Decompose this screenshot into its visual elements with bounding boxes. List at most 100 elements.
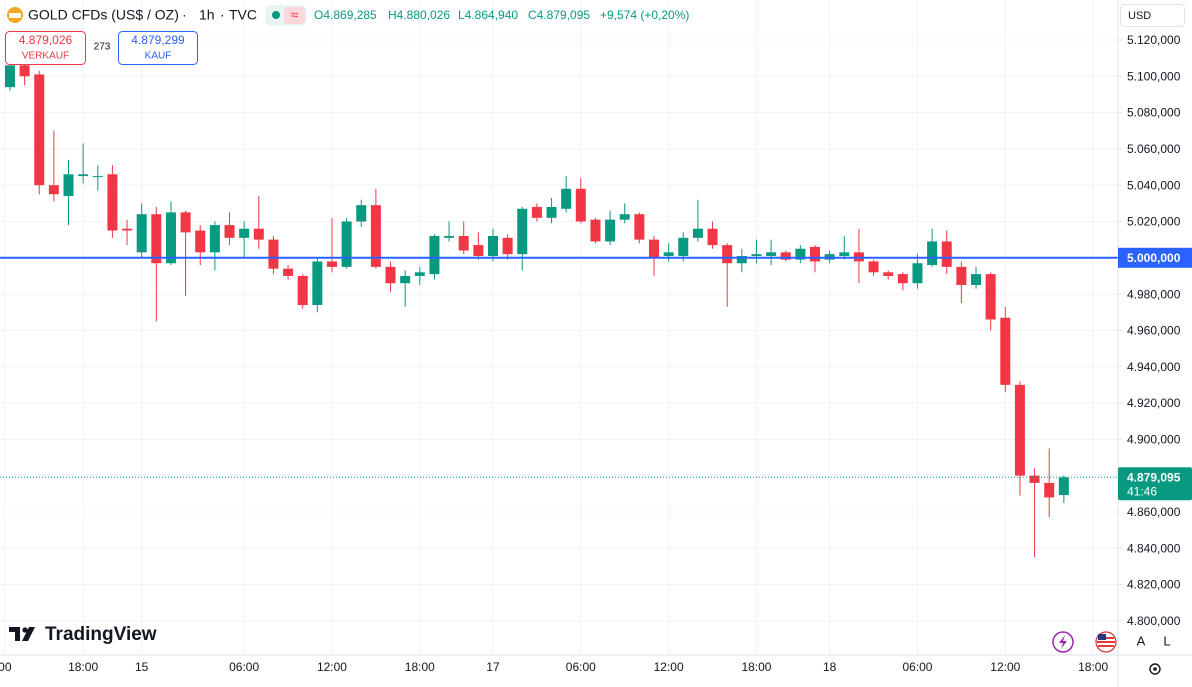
candle-body — [4, 65, 15, 88]
candle-body — [1000, 317, 1011, 385]
candle-body — [195, 230, 206, 253]
spread: 273 — [94, 42, 111, 53]
settings-button[interactable] — [1149, 663, 1161, 675]
candle-body — [107, 174, 118, 231]
axes: 4.800,0004.820,0004.840,0004.860,0004.88… — [0, 33, 1192, 674]
y-tick-label: 4.800,000 — [1127, 614, 1181, 628]
sell-price: 4.879,026 — [19, 33, 73, 47]
candle-body — [136, 214, 147, 253]
candle-body — [619, 214, 630, 220]
buy-button[interactable] — [118, 31, 198, 65]
delay-badge[interactable] — [284, 7, 305, 24]
candle-body — [692, 228, 703, 238]
candle-body — [122, 228, 133, 231]
candle-body — [912, 263, 923, 284]
buy-price: 4.879,299 — [131, 33, 185, 47]
candle-body — [985, 274, 996, 320]
y-tick-label: 5.020,000 — [1127, 215, 1181, 229]
x-tick-label: 18:00 — [1078, 660, 1108, 674]
x-tick-label: 15 — [135, 660, 149, 674]
candle-body — [429, 236, 440, 275]
y-tick-label: 4.900,000 — [1127, 433, 1181, 447]
candle-body — [780, 252, 791, 260]
header-open: O4.869,285 — [314, 8, 377, 22]
candle-body — [414, 272, 425, 276]
hline-label: 5.000,000 — [1127, 251, 1181, 265]
candle-body — [283, 268, 294, 276]
candle-body — [180, 212, 191, 233]
candle-body — [297, 275, 308, 305]
header-change: +9,574 (+0,20%) — [600, 8, 689, 22]
candle-body — [209, 225, 220, 253]
candle-body — [19, 65, 30, 77]
x-tick-label: 18 — [823, 660, 837, 674]
currency-button[interactable] — [1120, 4, 1185, 27]
candle-body — [517, 208, 528, 255]
y-tick-label: 4.920,000 — [1127, 396, 1181, 410]
candle-body — [400, 275, 411, 284]
auto-scale-button[interactable]: A — [1137, 633, 1146, 648]
symbol-icon-bar — [9, 13, 21, 18]
currency: USD — [1128, 10, 1151, 22]
trade-buttons: 4.879,026 VERKAUF 273 4.879,299 KAUF — [5, 31, 198, 65]
market-open-dot — [272, 11, 280, 19]
x-tick-label: 06:00 — [229, 660, 259, 674]
candle-body — [663, 252, 674, 256]
candle-body — [810, 246, 821, 262]
candle-body — [165, 212, 176, 264]
candle-body — [941, 241, 952, 267]
logo-mark — [22, 627, 28, 633]
y-tick-label: 4.860,000 — [1127, 505, 1181, 519]
candle-body — [648, 239, 659, 258]
x-tick-label: 00 — [0, 660, 12, 674]
candle-body — [956, 266, 967, 286]
candle-body — [1058, 477, 1069, 496]
separator: · — [182, 7, 187, 23]
y-tick-label: 4.820,000 — [1127, 578, 1181, 592]
candle-body — [1029, 475, 1040, 483]
y-tick-label: 5.080,000 — [1127, 106, 1181, 120]
last-price-bg — [1118, 467, 1192, 501]
log-scale-button[interactable]: L — [1163, 633, 1170, 648]
alert-icon — [1059, 635, 1067, 649]
separator: · — [220, 7, 225, 23]
delay-icon: ≈ — [291, 7, 299, 23]
sell-button[interactable] — [5, 31, 86, 65]
candle-body — [268, 239, 279, 269]
candle-body — [546, 206, 557, 218]
x-tick-label: 18:00 — [741, 660, 771, 674]
logo-mark — [22, 627, 35, 641]
y-tick-label: 4.960,000 — [1127, 324, 1181, 338]
x-tick-label: 12:00 — [317, 660, 347, 674]
brand-name: TradingView — [45, 624, 157, 645]
candle-body — [473, 245, 484, 256]
plot — [0, 58, 1118, 558]
y-tick-label: 5.040,000 — [1127, 178, 1181, 192]
flag-canton — [1098, 634, 1106, 640]
candle-body — [927, 241, 938, 266]
x-tick-label: 18:00 — [68, 660, 98, 674]
candle-body — [561, 188, 572, 209]
candle-body — [370, 205, 381, 267]
candle-body — [341, 221, 352, 267]
sell-label: VERKAUF — [22, 51, 69, 62]
logo-mark — [9, 627, 20, 641]
y-tick-label: 4.940,000 — [1127, 360, 1181, 374]
legend-header: GOLD CFDs (US$ / OZ) · 1h · TVC ≈ O4.869… — [7, 5, 689, 26]
candle-body — [795, 248, 806, 260]
interval: 1h — [199, 7, 215, 23]
candle-body — [385, 266, 396, 284]
candle-body — [678, 237, 689, 256]
x-tick-label: 17 — [486, 660, 500, 674]
x-tick-label: 06:00 — [902, 660, 932, 674]
x-tick-label: 18:00 — [405, 660, 435, 674]
hline-label-bg — [1118, 247, 1192, 268]
candle-body — [356, 205, 367, 222]
candle-body — [634, 214, 645, 240]
source: TVC — [229, 7, 257, 23]
candle-body — [766, 252, 777, 256]
candle-body — [971, 274, 982, 286]
candle-body — [312, 261, 323, 305]
